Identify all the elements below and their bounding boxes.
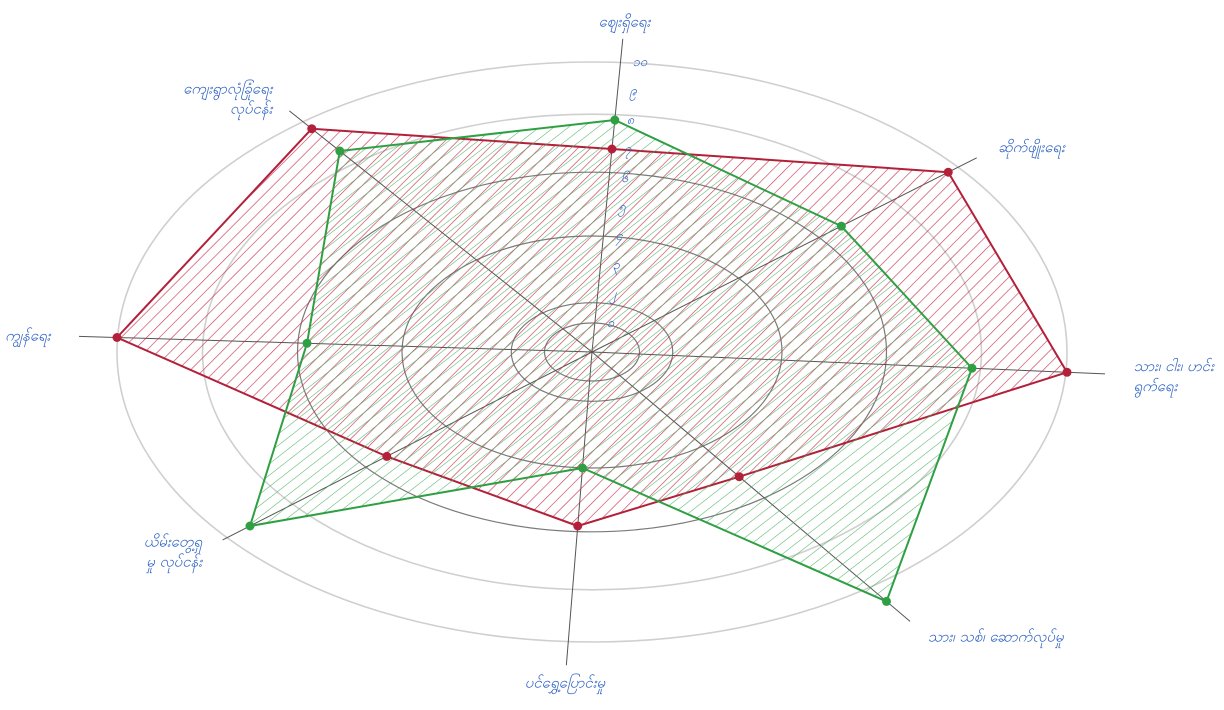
grid-ring xyxy=(116,61,1068,643)
series-1-point xyxy=(734,472,744,482)
axis-label: ယိမ်းတွေ့ရှ xyxy=(144,532,203,553)
series-1-point xyxy=(382,451,392,461)
series-2-point xyxy=(302,338,312,348)
axis-label: ကျွန်ရေး xyxy=(5,326,52,347)
axis-label: သား၊ ငါး၊ ဟင်း xyxy=(1134,357,1215,375)
tick-label: ၂ xyxy=(609,287,618,304)
axis-label: ဆိုက်ဖျိုးရေး xyxy=(998,138,1066,159)
series-1-point xyxy=(573,521,583,531)
series-1-point xyxy=(943,167,953,177)
series-1-point xyxy=(307,124,317,134)
tick-label: ၁၀ xyxy=(633,55,648,70)
axis-label: ဈေးရှိရေး xyxy=(599,12,652,33)
series-1-point xyxy=(1062,367,1072,377)
series-2-point xyxy=(610,115,620,125)
tick-label: ၆ xyxy=(621,170,630,186)
series-2-point xyxy=(836,221,846,231)
tick-label: ၅ xyxy=(617,200,626,217)
series-1-point xyxy=(112,333,122,342)
tick-label: ၉ xyxy=(629,84,638,101)
series-1-point xyxy=(607,144,617,154)
radar-axis-labels: ဈေးရှိရေးဆိုက်ဖျိုးရေးသား၊ ငါး၊ ဟင်းရွက်… xyxy=(5,12,1215,694)
series-2-point xyxy=(882,596,891,606)
radar-series-layer xyxy=(112,115,1072,606)
axis-label: ရွက်ရေး xyxy=(1134,377,1179,398)
tick-label: ၇ xyxy=(624,142,632,159)
radar-tick-labels: ၁ ၂ ၃ ၄ ၅ ၆ ၇ ၈ ၉ ၁၀ xyxy=(607,55,648,331)
tick-label: ၁ xyxy=(607,316,615,331)
series-2-point xyxy=(335,146,345,156)
axis-label: ပင်ရွှေ့ပြောင်းမှု xyxy=(525,674,606,695)
tick-label: ၃ xyxy=(613,258,621,275)
axis-label: သား၊ သစ်၊ ဆောက်လုပ်မှု xyxy=(928,627,1064,648)
axis-label: လုပ်ငန်း xyxy=(230,99,274,120)
axis-label: မှု လုပ်ငန်း xyxy=(146,552,203,573)
series-2-point xyxy=(578,463,587,473)
tick-label: ၈ xyxy=(627,113,635,128)
series-2-point xyxy=(245,521,255,531)
axis-label: ကျေးရွာလုံခြုံရေး xyxy=(183,79,274,100)
tick-label: ၄ xyxy=(615,229,623,246)
series-2-point xyxy=(967,363,977,373)
